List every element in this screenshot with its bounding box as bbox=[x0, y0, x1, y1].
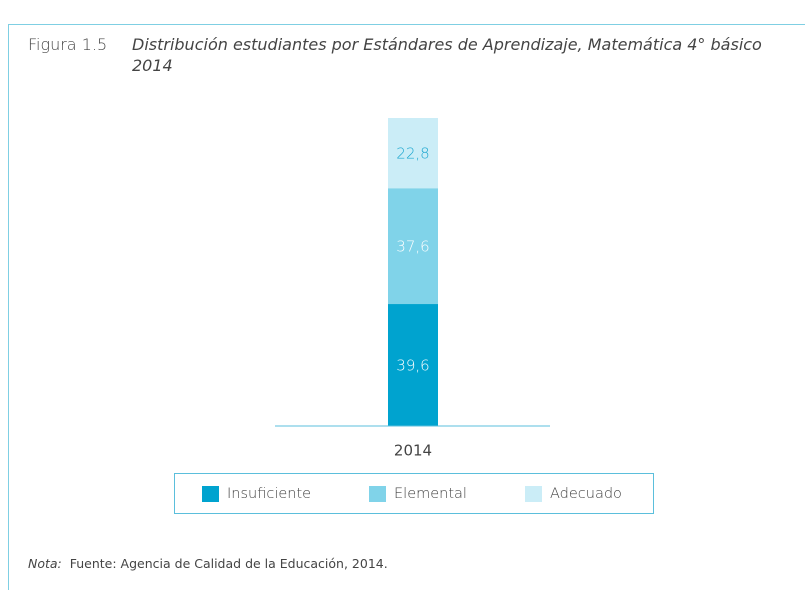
legend-label: Adecuado bbox=[550, 486, 622, 502]
legend-label: Insuficiente bbox=[227, 486, 311, 502]
chart-title: Distribución estudiantes por Estándares … bbox=[132, 35, 762, 75]
figure-label: Figura 1.5 bbox=[28, 35, 108, 54]
frame bbox=[8, 24, 805, 590]
legend-swatch bbox=[369, 486, 386, 502]
value-label: 39,6 bbox=[396, 357, 429, 375]
value-label: 37,6 bbox=[396, 238, 429, 256]
legend-swatch bbox=[525, 486, 542, 502]
x-tick-label: 2014 bbox=[394, 442, 432, 460]
note: Nota: Fuente: Agencia de Calidad de la E… bbox=[28, 556, 388, 571]
note-label: Nota: bbox=[28, 556, 62, 571]
legend-box bbox=[174, 473, 654, 514]
value-label: 22,8 bbox=[396, 145, 429, 163]
header: Figura 1.5 Distribución estudiantes por … bbox=[28, 34, 803, 76]
bar-segment bbox=[388, 188, 438, 305]
legend-label: Elemental bbox=[394, 486, 467, 502]
legend-swatch bbox=[202, 486, 219, 502]
note-text: Fuente: Agencia de Calidad de la Educaci… bbox=[69, 556, 388, 571]
bar-segment bbox=[388, 304, 438, 426]
bar-segment bbox=[388, 118, 438, 189]
